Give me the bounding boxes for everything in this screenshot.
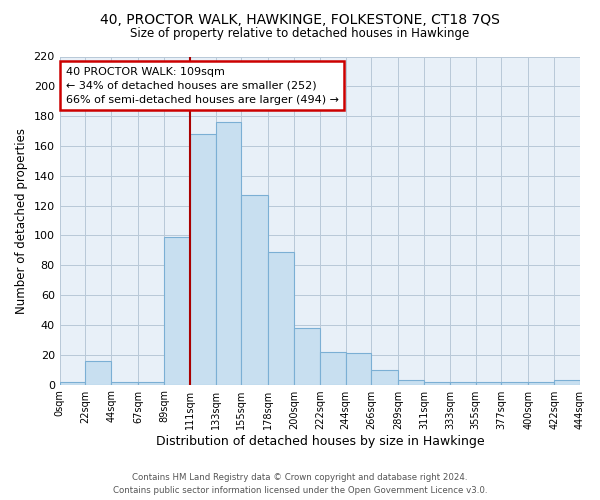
Bar — [502, 382, 529, 384]
Bar — [320, 352, 346, 384]
Bar — [476, 382, 502, 384]
Bar — [346, 354, 371, 384]
Bar — [85, 360, 111, 384]
Bar — [59, 382, 85, 384]
Y-axis label: Number of detached properties: Number of detached properties — [15, 128, 28, 314]
Bar — [215, 122, 241, 384]
X-axis label: Distribution of detached houses by size in Hawkinge: Distribution of detached houses by size … — [155, 434, 484, 448]
Bar — [450, 382, 476, 384]
Bar — [111, 382, 138, 384]
Bar — [554, 380, 580, 384]
Bar — [138, 382, 164, 384]
Text: Size of property relative to detached houses in Hawkinge: Size of property relative to detached ho… — [130, 28, 470, 40]
Text: Contains HM Land Registry data © Crown copyright and database right 2024.
Contai: Contains HM Land Registry data © Crown c… — [113, 474, 487, 495]
Bar — [371, 370, 398, 384]
Bar — [398, 380, 424, 384]
Bar — [268, 252, 294, 384]
Bar — [529, 382, 554, 384]
Text: 40, PROCTOR WALK, HAWKINGE, FOLKESTONE, CT18 7QS: 40, PROCTOR WALK, HAWKINGE, FOLKESTONE, … — [100, 12, 500, 26]
Text: 40 PROCTOR WALK: 109sqm
← 34% of detached houses are smaller (252)
66% of semi-d: 40 PROCTOR WALK: 109sqm ← 34% of detache… — [65, 67, 338, 105]
Bar — [164, 237, 190, 384]
Bar — [190, 134, 215, 384]
Bar — [424, 382, 450, 384]
Bar — [294, 328, 320, 384]
Bar — [241, 195, 268, 384]
